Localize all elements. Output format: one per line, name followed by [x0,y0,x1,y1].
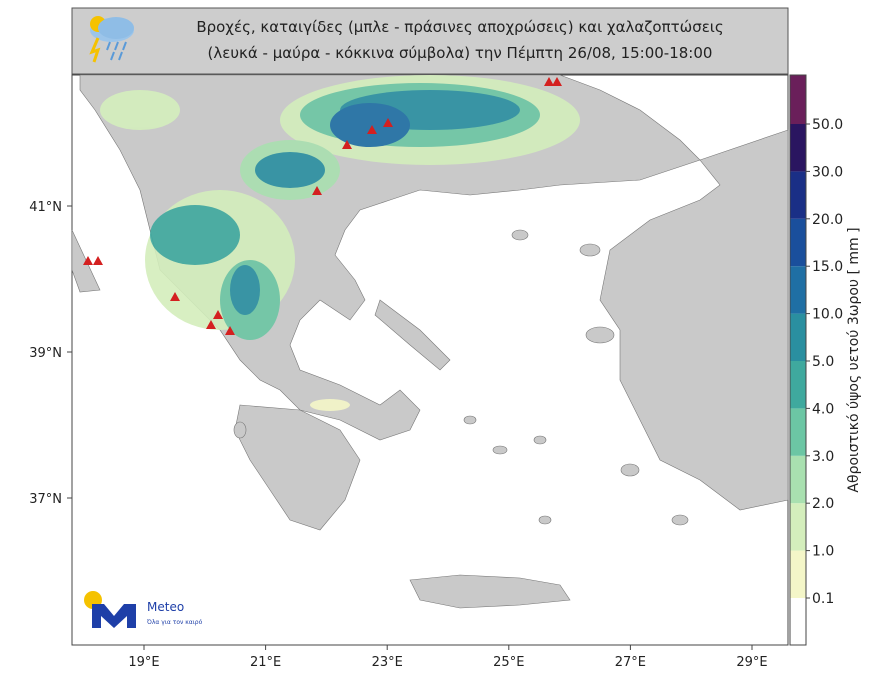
colorbar-frame [789,74,807,646]
colorbar-label: 4.0 [812,401,834,417]
colorbar-bin [790,503,806,551]
title-box [71,7,789,75]
colorbar-bin [790,124,806,172]
colorbar-label: 2.0 [812,496,834,512]
weather-icon [89,16,134,63]
colorbar-bin [790,455,806,504]
logo-tagline: Όλα για τον καιρό [146,619,203,626]
colorbar-label: 3.0 [812,449,834,465]
logo-name: Meteo [147,600,184,614]
colorbar-label: 30.0 [812,164,843,180]
colorbar-bin [790,75,806,124]
colorbar-title: Αθροιστικό ύψος υετού 3ωρου [ mm ] [846,227,862,492]
colorbar-bin [790,171,806,219]
colorbar: 0.1 1.0 2.0 3.0 4.0 5.0 10.0 15.0 20.0 30.0 50.0 [789,74,843,646]
colorbar-label: 15.0 [812,259,843,275]
colorbar-bin [790,313,806,361]
lat-labels: 41°N 39°N 37°N [29,200,72,507]
lon-labels: 19°E 21°E 23°E 25°E 27°E 29°E [128,645,768,670]
colorbar-bin [790,218,806,267]
lat-label: 39°N [29,346,62,361]
lon-label: 25°E [493,655,524,670]
colorbar-label: 20.0 [812,212,843,228]
lon-label: 29°E [736,655,767,670]
map [71,74,789,646]
colorbar-bin [790,598,806,645]
colorbar-label: 1.0 [812,544,834,560]
title-line: Βροχές, καταιγίδες (μπλε - πράσινες αποχ… [196,18,723,36]
title-line: (λευκά - μαύρα - κόκκινα σύμβολα) την Πέ… [208,44,713,62]
lat-label: 41°N [29,200,62,215]
colorbar-label: 5.0 [812,354,834,370]
lon-label: 21°E [250,655,281,670]
logo: Meteo Όλα για τον καιρό [84,591,203,628]
colorbar-bin [790,550,806,598]
colorbar-bin [790,361,806,409]
lon-label: 27°E [615,655,646,670]
colorbar-label: 10.0 [812,307,843,323]
colorbar-label: 0.1 [812,591,834,607]
colorbar-bin [790,266,806,314]
colorbar-label: 50.0 [812,117,843,133]
colorbar-bin [790,408,806,456]
lat-label: 37°N [29,492,62,507]
lon-label: 23°E [372,655,403,670]
lon-label: 19°E [128,655,159,670]
